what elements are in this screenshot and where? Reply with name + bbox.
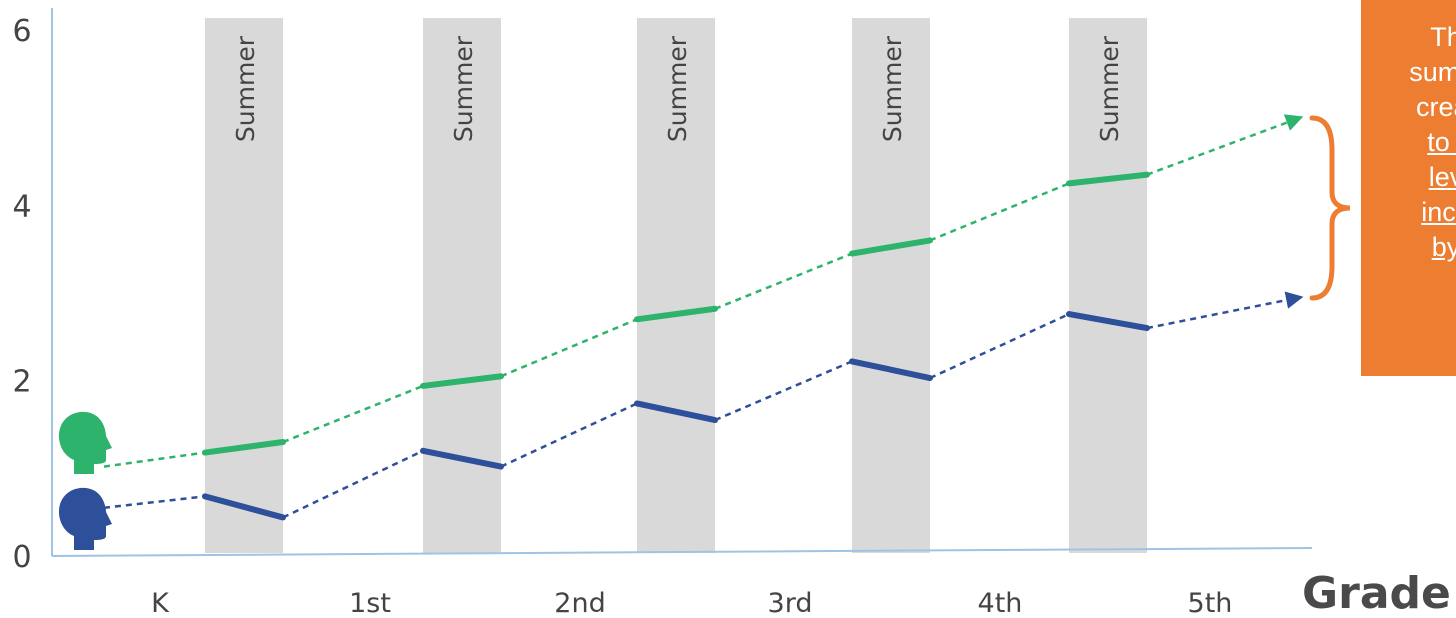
projection-segment	[1146, 114, 1304, 176]
summer-band	[637, 18, 715, 553]
callout-line: to t	[1427, 127, 1456, 157]
y-tick-label: 2	[12, 365, 31, 400]
x-axis-label: Grade	[1302, 568, 1451, 618]
x-tick-label: 2nd	[554, 588, 605, 618]
callout-line: summ	[1409, 57, 1456, 87]
summer-segment	[849, 358, 933, 382]
summer-band	[1069, 18, 1147, 553]
callout-line: inco	[1421, 197, 1456, 227]
y-tick-label: 6	[12, 14, 31, 49]
school-year-segment	[282, 449, 424, 519]
x-axis-line	[51, 547, 1313, 557]
summer-label: Summer	[449, 35, 478, 142]
callout-line: Th	[1430, 22, 1456, 52]
school-year-segment	[714, 360, 853, 422]
x-tick-label: K	[151, 588, 170, 618]
callout-line: lev	[1428, 162, 1456, 192]
student-icons	[58, 411, 112, 550]
x-tick-label: 1st	[349, 588, 391, 618]
summer-segment	[202, 439, 286, 456]
summer-segment	[634, 400, 718, 424]
projection-segment	[1146, 291, 1304, 330]
summer-label: Summer	[1095, 35, 1124, 142]
green-head-icon	[58, 411, 112, 474]
summer-label: Summer	[663, 35, 692, 142]
summer-segment	[849, 237, 933, 257]
summer-segment	[1066, 311, 1150, 332]
x-tick-label: 3rd	[768, 588, 813, 618]
y-tick-label: 4	[12, 189, 31, 224]
school-year-segment	[103, 451, 206, 468]
y-ticks: 0 2 4 6	[12, 14, 31, 575]
school-year-segment	[103, 495, 206, 510]
school-year-segment	[929, 182, 1070, 242]
callout-line: creat	[1415, 92, 1456, 122]
gap-brace	[1309, 115, 1351, 301]
summer-segment	[420, 373, 504, 389]
summer-segment	[634, 305, 718, 323]
callout-text: Th summ creat to t lev inco by	[1371, 20, 1456, 265]
summer-segment	[1066, 171, 1150, 187]
school-year-segment	[714, 252, 853, 310]
blue-head-icon	[58, 487, 112, 550]
x-ticks: K 1st 2nd 3rd 4th 5th	[151, 588, 1232, 618]
summer-segment	[420, 447, 504, 470]
y-tick-label: 0	[12, 540, 31, 575]
callout-box: Th summ creat to t lev inco by	[1361, 0, 1456, 376]
x-tick-label: 4th	[978, 588, 1023, 618]
callout-line: by	[1431, 232, 1456, 262]
summer-label: Summer	[878, 35, 907, 142]
school-year-segment	[929, 312, 1070, 380]
school-year-segment	[500, 318, 638, 378]
school-year-segment	[282, 384, 424, 444]
summer-segment	[202, 493, 286, 521]
axes	[51, 8, 1313, 557]
summer-band	[205, 18, 283, 553]
summer-label: Summer	[231, 35, 260, 142]
summer-band	[852, 18, 930, 553]
school-year-segment	[500, 402, 638, 468]
series-lines	[103, 114, 1304, 521]
x-tick-label: 5th	[1188, 588, 1233, 618]
summer-bands: Summer Summer Summer Summer Summer	[205, 18, 1147, 553]
